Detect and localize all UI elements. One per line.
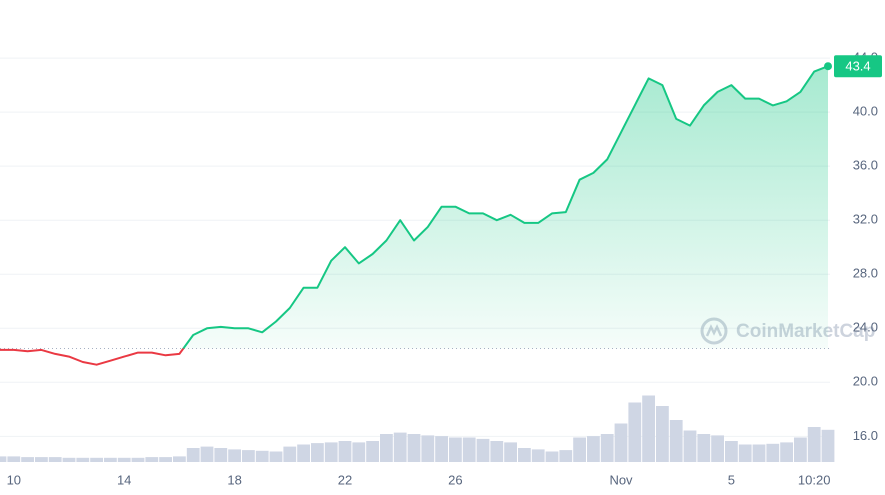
volume-bar (642, 395, 655, 462)
volume-bar (283, 446, 297, 462)
volume-bar (669, 420, 683, 462)
last-point (824, 62, 832, 71)
volume-bar (725, 441, 738, 462)
volume-bar (255, 450, 269, 462)
price-area (0, 66, 828, 349)
volume-bar (407, 434, 421, 462)
volume-bar (531, 449, 545, 462)
volume-bar (545, 451, 559, 462)
volume-bar (628, 402, 642, 462)
volume-bar (117, 457, 131, 462)
volume-bar (393, 432, 407, 462)
y-tick-label: 24.0 (853, 320, 878, 335)
volume-bar (21, 457, 34, 462)
volume-bar (7, 456, 21, 462)
volume-bar (435, 436, 448, 462)
volume-bar (711, 435, 724, 462)
volume-bar (352, 442, 366, 462)
volume-bar (90, 457, 103, 462)
y-tick-label: 32.0 (853, 212, 878, 227)
price-badge-label: 43.4 (845, 59, 870, 74)
price-line-down (0, 348, 185, 366)
volume-bar (200, 446, 214, 462)
volume-bar (421, 435, 435, 462)
y-axis: 16.020.024.028.032.036.040.044.043.4 (834, 50, 882, 443)
volume-bar (297, 444, 310, 462)
volume-bar (462, 437, 476, 462)
volume-bar (449, 437, 462, 462)
volume-bar (173, 456, 186, 462)
volume-bar (697, 434, 711, 462)
y-tick-label: 40.0 (853, 104, 878, 119)
volume-bar (490, 441, 504, 462)
volume-bar (269, 451, 283, 462)
y-tick-label: 28.0 (853, 266, 878, 281)
x-tick-label: Nov (609, 472, 633, 487)
volume-bar (324, 442, 338, 462)
volume-bar (518, 448, 531, 462)
x-tick-label: 26 (448, 472, 462, 487)
volume-bar (159, 457, 172, 462)
plot (0, 62, 832, 366)
x-tick-label: 18 (227, 472, 241, 487)
volume-bar (573, 437, 586, 462)
volume-bar (338, 441, 352, 462)
volume-bar (35, 457, 48, 462)
volume-bar (311, 443, 324, 462)
volume-bar (587, 436, 600, 462)
volume-bar (366, 441, 379, 462)
y-tick-label: 36.0 (853, 158, 878, 173)
volume-bar (214, 448, 228, 462)
y-tick-label: 16.0 (853, 428, 878, 443)
volume-bar (476, 438, 490, 462)
x-axis: 10 14 18 22 26 Nov 5 10:20 (7, 472, 831, 487)
volume-bar (821, 429, 835, 462)
volume-bar (559, 450, 573, 462)
price-badge (834, 55, 882, 78)
x-tick-label: 10 (7, 472, 21, 487)
volume-bar (614, 423, 628, 462)
volume-bar (738, 444, 752, 462)
volume-bar (766, 443, 780, 462)
volume-bar (131, 457, 145, 462)
volume-bar (48, 457, 62, 462)
x-tick-label: 10:20 (798, 472, 831, 487)
volume-bar (780, 442, 793, 462)
volume-bars (0, 395, 835, 462)
volume-bar (242, 450, 255, 462)
volume-bar (186, 448, 200, 462)
volume-bar (794, 437, 807, 462)
volume-bar (504, 442, 517, 462)
volume-bar (380, 434, 393, 462)
volume-bar (752, 444, 766, 462)
price-line-up (182, 65, 829, 349)
x-tick-label: 22 (338, 472, 352, 487)
volume-bar (0, 456, 7, 462)
x-tick-label: 5 (728, 472, 735, 487)
y-tick-label: 20.0 (853, 374, 878, 389)
volume-bar (76, 457, 90, 462)
volume-bar (145, 457, 159, 462)
volume-bar (62, 457, 76, 462)
volume-bar (228, 449, 241, 462)
volume-bar (807, 427, 821, 462)
volume-bar (683, 430, 697, 462)
x-tick-label: 14 (117, 472, 131, 487)
volume-bar (656, 406, 669, 462)
volume-bar (104, 457, 117, 462)
volume-bar (600, 434, 614, 462)
